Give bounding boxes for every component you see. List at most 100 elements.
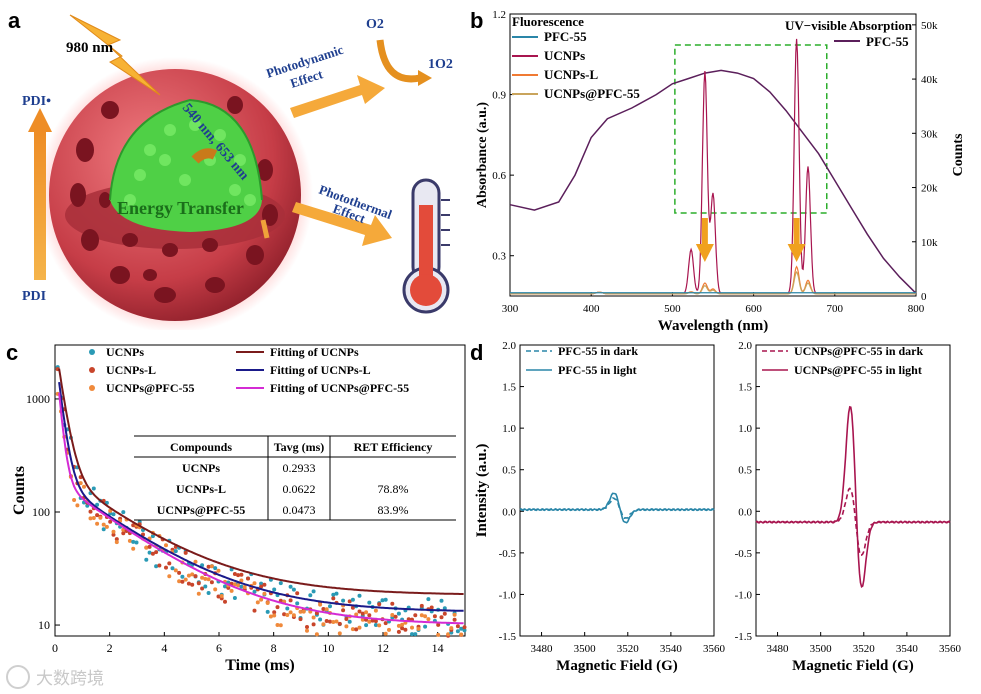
pdi-arrow <box>34 130 46 280</box>
decay-point <box>95 502 100 507</box>
decay-point <box>373 623 378 627</box>
decay-point <box>367 613 372 618</box>
decay-point <box>242 585 247 589</box>
decay-point <box>91 516 96 520</box>
decay-point <box>318 617 323 622</box>
decay-point <box>334 591 339 596</box>
decay-point <box>262 591 267 596</box>
decay-point <box>200 586 205 591</box>
table-cell: 0.0622 <box>283 482 316 496</box>
x-tick-label-d: 3560 <box>703 643 726 655</box>
decay-point <box>183 550 188 555</box>
decay-point <box>350 605 355 610</box>
y-tick-label-d: -0.5 <box>499 548 517 560</box>
fitting-line <box>58 392 464 625</box>
decay-point <box>383 631 388 636</box>
decay-point <box>367 600 372 605</box>
decay-point <box>337 631 342 636</box>
decay-point <box>337 621 342 626</box>
decay-point <box>164 565 168 570</box>
decay-point <box>305 628 309 633</box>
legend-label-c: UCNPs-L <box>106 363 156 377</box>
decay-point <box>144 557 149 562</box>
decay-point <box>285 613 290 617</box>
decay-point <box>111 532 116 537</box>
decay-point <box>147 544 152 549</box>
fitting-line <box>58 368 464 595</box>
decay-point <box>190 572 195 577</box>
decay-point <box>344 617 349 621</box>
x-tick-label-b: 500 <box>664 303 681 315</box>
table-cell: 0.2933 <box>283 461 316 475</box>
decay-point <box>373 608 378 613</box>
watermark-text: 大数跨境 <box>36 669 104 689</box>
decay-point <box>252 581 257 586</box>
legend-label-b: PFC-55 <box>544 29 587 44</box>
decay-point <box>436 632 441 637</box>
x-tick-label-c: 0 <box>52 641 58 655</box>
decay-point <box>396 611 401 616</box>
quench-arrow-shaft <box>793 218 800 246</box>
y-left-tick-label-b: 1.2 <box>492 9 506 21</box>
decay-point <box>321 622 326 627</box>
x-tick-label-d: 3480 <box>531 643 554 655</box>
table-cell: UCNPs-L <box>176 482 226 496</box>
decay-point <box>78 481 83 486</box>
decay-point <box>328 604 332 609</box>
decay-point <box>311 589 316 594</box>
decay-point <box>177 579 182 584</box>
x-tick-label-c: 2 <box>107 641 113 655</box>
legend-dot-c <box>89 367 95 373</box>
x-tick-label-c: 12 <box>377 641 389 655</box>
pdi-bottom-label: PDI <box>22 289 46 304</box>
decay-point <box>111 512 116 517</box>
decay-point <box>390 613 395 617</box>
y-tick-label-c: 1000 <box>26 392 50 406</box>
y-tick-label-d: 2.0 <box>738 340 752 352</box>
decay-point <box>377 602 382 607</box>
panel-letter-c: c <box>6 340 19 365</box>
decay-point <box>462 628 467 633</box>
decay-point <box>131 546 136 551</box>
epr-line <box>519 497 715 520</box>
decay-point <box>423 614 428 619</box>
pdi-top-label: PDI• <box>22 94 51 109</box>
decay-point <box>432 614 437 619</box>
decay-point <box>180 574 185 579</box>
x-tick-label-d: 3560 <box>939 643 962 655</box>
watermark-logo-icon <box>6 664 30 689</box>
decay-point <box>206 564 211 569</box>
decay-point <box>288 610 293 615</box>
decay-point <box>173 568 178 573</box>
legend-label-b-right: PFC-55 <box>866 34 909 49</box>
x-tick-label-c: 10 <box>322 641 334 655</box>
decay-point <box>91 486 96 491</box>
decay-point <box>252 608 257 613</box>
decay-point <box>259 581 264 586</box>
decay-point <box>186 573 191 578</box>
decay-point <box>75 503 80 508</box>
quench-arrow-head <box>695 244 714 262</box>
quench-arrow-head <box>787 244 806 262</box>
plot-frame-c <box>54 344 466 637</box>
table-cell: 83.9% <box>378 503 409 517</box>
decay-point <box>206 591 211 595</box>
decay-point <box>357 593 362 598</box>
decay-point <box>403 627 408 632</box>
decay-point <box>98 515 103 520</box>
decay-point <box>354 612 359 617</box>
decay-point <box>452 612 457 617</box>
y-right-tick-label-b: 30k <box>921 128 938 140</box>
decay-point <box>301 609 306 614</box>
decay-point <box>236 573 241 578</box>
y-left-tick-label-b: 0.3 <box>492 251 506 263</box>
decay-point <box>262 582 267 587</box>
decay-point <box>259 584 264 589</box>
decay-point <box>455 629 460 634</box>
decay-point <box>223 599 227 604</box>
decay-point <box>154 550 159 555</box>
decay-point <box>190 582 195 587</box>
decay-point <box>239 572 244 577</box>
decay-point <box>383 597 388 602</box>
